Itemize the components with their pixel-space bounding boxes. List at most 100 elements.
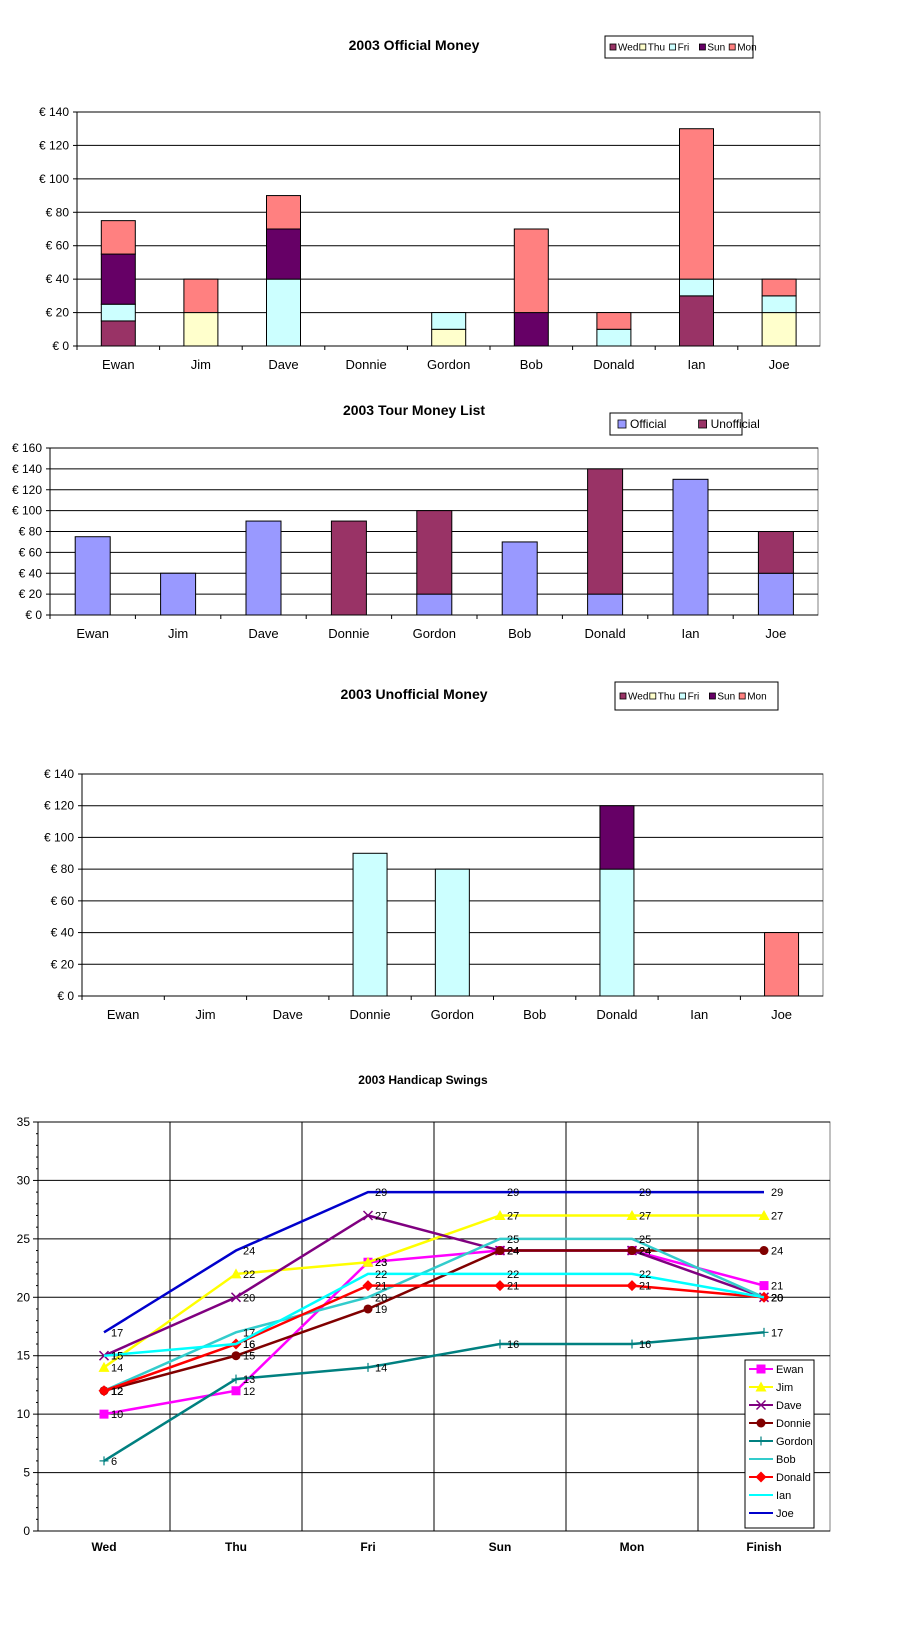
y-tick-label: 0 [23,1524,30,1538]
data-label: 19 [375,1304,387,1316]
legend-label: Donald [776,1472,811,1484]
data-label: 20 [771,1292,783,1304]
marker-triangle [230,1268,242,1279]
data-label: 13 [243,1374,255,1386]
bar-fri-donnie [352,852,388,997]
data-label: 16 [243,1339,255,1351]
data-label: 20 [771,1292,783,1304]
data-label: 21 [375,1281,387,1293]
chart-title: 2003 Official Money [349,37,480,53]
series-line [103,1214,764,1369]
bar-wed-ewan [100,320,136,347]
legend-swatch [619,692,627,700]
y-tick-label: € 60 [51,894,75,908]
x-tick-label: Ewan [107,1007,140,1022]
chart-legend: Wed Thu Fri Sun Mon [614,681,779,711]
y-tick-label: € 100 [12,504,42,518]
data-label: 29 [771,1187,783,1199]
marker-square [231,1386,241,1396]
marker-x [362,1210,374,1221]
data-label: 20 [375,1292,387,1304]
data-label: 16 [507,1339,519,1351]
legend-label: Official [630,417,666,431]
data-label: 22 [639,1269,651,1281]
data-label: 12 [111,1386,123,1398]
series-line [103,1190,764,1334]
legend-swatch [738,692,746,700]
x-tick-label: Jim [191,357,211,372]
bar-thu-jim [183,312,219,347]
data-label: 25 [507,1234,519,1246]
y-tick-label: € 120 [12,483,42,497]
y-tick-label: 35 [17,1115,31,1129]
bar-unofficial-gordon [416,510,453,595]
marker-diamond [494,1280,506,1292]
bar-wed-ian [679,295,714,347]
data-label: 27 [375,1210,387,1222]
bar-official-bob [501,541,538,616]
bar-fri-ewan [100,303,136,322]
series-line [103,1249,765,1416]
x-tick-label: Ewan [76,626,109,641]
legend-box [604,35,754,59]
x-tick-label: Dave [268,357,298,372]
data-label: 12 [111,1386,123,1398]
data-label: 24 [639,1246,651,1258]
y-tick-label: € 20 [19,587,43,601]
bar-official-ewan [74,536,111,616]
marker-square [756,1364,766,1374]
legend-label: Joe [776,1508,794,1520]
data-label: 22 [375,1269,387,1281]
x-tick-label: Bob [508,626,531,641]
y-tick-label: 30 [17,1173,31,1187]
legend-label: Unofficial [711,417,760,431]
data-label: 27 [639,1210,651,1222]
y-tick-label: € 140 [12,462,42,476]
y-tick-label: € 80 [46,205,70,219]
x-tick-label: Joe [765,626,786,641]
x-tick-label: Donald [584,626,625,641]
legend-box [614,681,779,711]
marker-circle [627,1246,637,1256]
bar-unofficial-joe [757,531,794,574]
bar-sun-ewan [100,253,136,305]
marker-triangle [755,1381,767,1392]
data-label: 17 [111,1327,123,1339]
legend-label: Wed [628,692,648,703]
bar-mon-joe [761,278,797,297]
legend-label: Dave [776,1400,802,1412]
x-tick-label: Fri [360,1540,375,1554]
legend-label: Thu [648,43,665,54]
bar-fri-donald [599,868,635,997]
data-label: 16 [243,1339,255,1351]
bar-fri-joe [761,295,797,314]
x-tick-label: Mon [620,1540,645,1554]
data-label: 24 [243,1246,255,1258]
line-chart-handicap: 2003 Handicap Swings 0 5 10 15 20 25 30 35 Wed Thu… [17,1073,831,1554]
legend-label: Wed [618,43,638,54]
data-label: 10 [111,1409,123,1421]
data-label: 24 [771,1246,783,1258]
y-tick-label: € 40 [46,272,70,286]
x-tick-label: Jim [195,1007,215,1022]
y-tick-label: € 140 [39,105,69,119]
legend-box [609,412,743,436]
bar-official-jim [160,572,197,616]
chart-legend: Ewan Jim Dave Donnie Gordon Bob Donald Ian Joe [744,1359,815,1529]
x-tick-label: Ewan [102,357,135,372]
legend-label: Mon [747,692,766,703]
data-label: 21 [507,1281,519,1293]
marker-circle [759,1246,769,1256]
data-label: 22 [507,1269,519,1281]
legend-label: Fri [678,43,690,54]
bar-thu-gordon [431,328,467,347]
data-label: 29 [639,1187,651,1199]
data-label: 14 [111,1362,123,1374]
x-tick-label: Wed [91,1540,116,1554]
data-label: 15 [111,1351,123,1363]
y-tick-label: € 100 [39,172,69,186]
bar-mon-jim [183,278,219,314]
data-label: 14 [375,1362,387,1374]
legend-swatch [669,43,676,51]
series-ewan: 10 12 23 24 24 21 [99,1246,783,1421]
